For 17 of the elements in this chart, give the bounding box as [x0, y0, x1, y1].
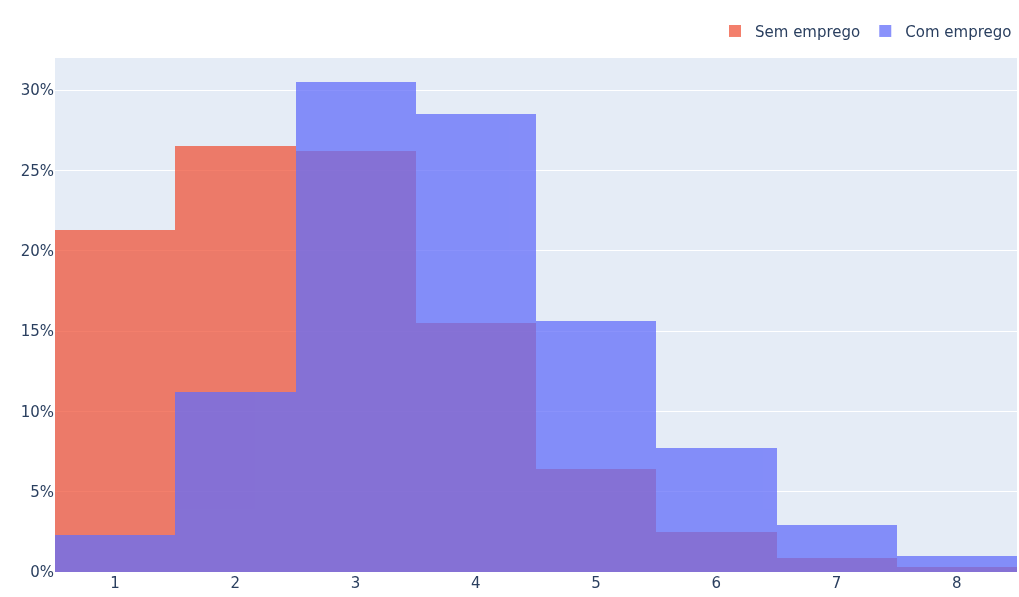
- y-tick-label: 0%: [30, 563, 54, 582]
- y-tick-label: 5%: [30, 482, 54, 501]
- x-tick-label: 3: [350, 574, 361, 592]
- y-tick-label: 20%: [20, 242, 54, 260]
- x-tick-label: 1: [110, 574, 120, 592]
- x-tick-label: 2: [230, 574, 241, 592]
- legend-label: Com emprego: [905, 22, 1012, 41]
- y-tick-label: 25%: [20, 161, 54, 180]
- x-tick-label: 5: [591, 574, 601, 592]
- y-tick-label: 10%: [20, 402, 54, 421]
- y-tick-label: 15%: [20, 322, 54, 341]
- x-tick-label: 6: [711, 574, 722, 592]
- legend-label: Sem emprego: [755, 22, 861, 41]
- x-tick-label: 7: [831, 574, 842, 592]
- x-tick-label: 8: [952, 574, 962, 592]
- x-tick-label: 4: [471, 574, 481, 592]
- y-tick-label: 30%: [20, 81, 54, 100]
